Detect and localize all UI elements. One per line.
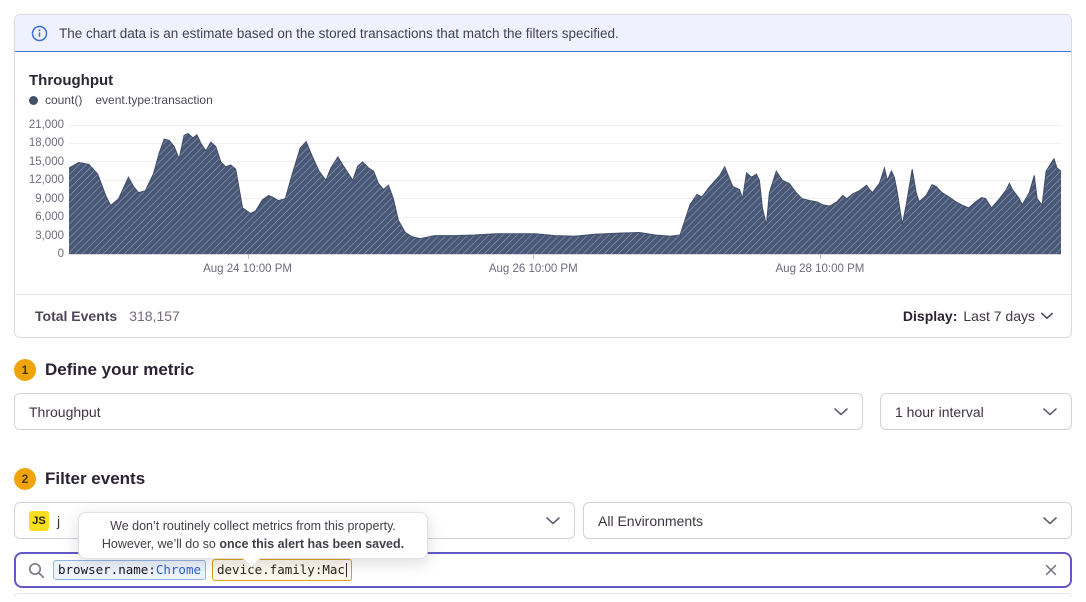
legend-series-label: count() (45, 93, 83, 107)
clear-search-icon[interactable] (1044, 563, 1058, 577)
interval-select[interactable]: 1 hour interval (880, 393, 1072, 430)
chart-title: Throughput (29, 72, 114, 89)
text-caret (345, 563, 348, 577)
environment-select-value: All Environments (598, 512, 704, 529)
area-series-edge (69, 133, 1061, 240)
gridline (69, 198, 1061, 200)
next-panel-top-edge (14, 593, 1072, 597)
y-axis-label: 9,000 (35, 192, 64, 205)
chart-footer: Total Events 318,157 Display: Last 7 day… (15, 294, 1071, 337)
total-events-label: Total Events (35, 308, 118, 324)
metric-select[interactable]: Throughput (14, 393, 863, 430)
banner-text: The chart data is an estimate based on t… (59, 25, 619, 41)
chevron-down-icon (834, 407, 848, 416)
x-axis-label: Aug 24 10:00 PM (203, 263, 292, 275)
display-value: Last 7 days (963, 308, 1035, 324)
javascript-platform-icon: JS (29, 510, 49, 531)
total-events-value: 318,157 (129, 308, 180, 324)
info-banner: The chart data is an estimate based on t… (15, 15, 1071, 52)
y-axis-label: 18,000 (28, 137, 64, 150)
y-axis-label: 21,000 (28, 119, 64, 131)
x-axis-label: Aug 26 10:00 PM (488, 263, 578, 275)
y-axis-label: 15,000 (28, 155, 64, 168)
search-token-browser-name[interactable]: browser.name: Chrome (53, 559, 206, 581)
tooltip-line1: We don’t routinely collect metrics from … (110, 519, 396, 533)
metric-select-value: Throughput (29, 403, 101, 420)
chart-legend: count() event.type:transaction (29, 93, 1061, 107)
search-token-device-family[interactable]: device.family: Mac (212, 559, 353, 581)
x-axis-label: Aug 28 10:00 PM (775, 263, 865, 275)
project-select-value: j (57, 512, 61, 529)
gridline (69, 124, 1061, 126)
search-icon (28, 562, 45, 579)
filter-section-title: Filter events (45, 469, 146, 488)
legend-query-label: event.type:transaction (95, 93, 213, 107)
display-period-selector[interactable]: Display: Last 7 days (903, 308, 1053, 324)
chart-plot[interactable] (69, 124, 1061, 259)
x-axis-labels: Aug 24 10:00 PM Aug 26 10:00 PM Aug 28 10:… (69, 254, 1061, 280)
gridline (69, 142, 1061, 144)
metrics-tooltip: We don’t routinely collect metrics from … (78, 512, 428, 559)
y-axis-label: 3,000 (35, 229, 64, 242)
gridline (69, 179, 1061, 181)
chevron-down-icon (1043, 516, 1057, 525)
chart-body: Throughput count() event.type:transactio… (15, 52, 1071, 294)
step-1-badge: 1 (14, 359, 36, 381)
x-axis-tick (533, 254, 535, 259)
search-input[interactable]: browser.name: Chrome device.family: Mac (14, 552, 1072, 588)
y-axis-label: 6,000 (35, 211, 64, 224)
interval-select-value: 1 hour interval (895, 403, 984, 420)
display-label: Display: (902, 308, 958, 324)
chevron-down-icon (546, 516, 560, 525)
y-axis-label: 0 (57, 248, 64, 260)
alert-builder-page: The chart data is an estimate based on t… (14, 14, 1072, 597)
info-icon (31, 25, 48, 42)
chevron-down-icon (1043, 407, 1057, 416)
gridline (69, 161, 1061, 163)
metric-section-title: Define your metric (45, 360, 195, 379)
step-2-badge: 2 (14, 468, 36, 490)
gridline (69, 216, 1061, 218)
x-axis-tick (247, 254, 249, 259)
chevron-down-icon (1041, 312, 1053, 320)
x-axis-tick (819, 254, 821, 259)
tooltip-line2: However, we’ll do so once this alert has… (101, 536, 405, 551)
throughput-area-svg (69, 133, 1061, 254)
filter-section-heading: 2 Filter events (14, 468, 1072, 490)
x-axis-line (69, 253, 1061, 255)
area-series (69, 133, 1061, 254)
total-events: Total Events 318,157 (35, 308, 180, 324)
y-axis-labels: 0 3,000 6,000 9,000 12,000 15,000 18,000 21,000 (28, 119, 69, 260)
environment-select[interactable]: All Environments (583, 502, 1072, 539)
metric-section-heading: 1 Define your metric (14, 359, 1072, 381)
chart-panel: The chart data is an estimate based on t… (14, 14, 1072, 338)
y-axis-label: 12,000 (28, 174, 64, 187)
legend-series-dot (29, 95, 38, 105)
